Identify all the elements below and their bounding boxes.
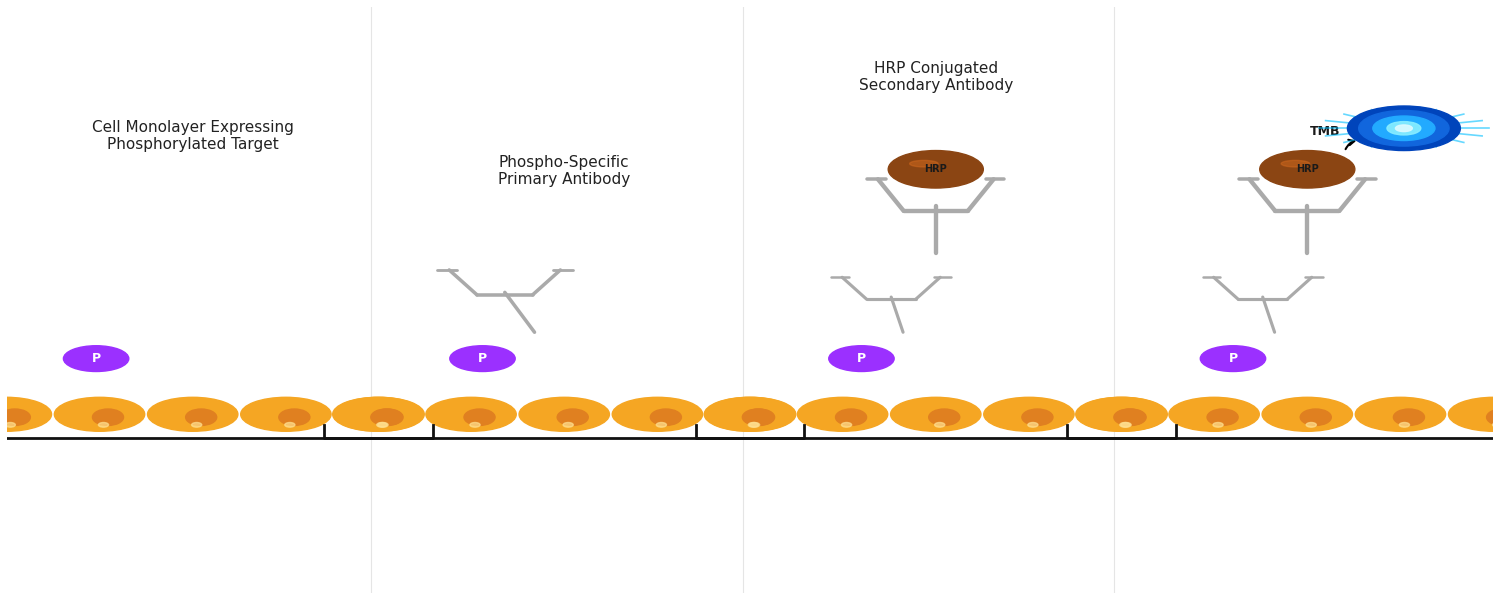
Ellipse shape [1120, 422, 1131, 427]
Ellipse shape [750, 422, 759, 427]
Text: P: P [478, 352, 488, 365]
Ellipse shape [334, 397, 424, 431]
Ellipse shape [1120, 422, 1130, 427]
Ellipse shape [147, 397, 238, 431]
Ellipse shape [704, 397, 795, 431]
Ellipse shape [798, 397, 888, 431]
Text: P: P [1228, 352, 1238, 365]
Ellipse shape [1168, 397, 1260, 431]
Circle shape [1388, 122, 1420, 135]
Circle shape [830, 346, 894, 371]
Ellipse shape [1114, 409, 1146, 425]
Ellipse shape [1114, 409, 1144, 425]
Ellipse shape [372, 409, 404, 425]
Circle shape [450, 346, 514, 371]
Ellipse shape [1214, 422, 1222, 427]
Ellipse shape [0, 397, 51, 431]
Circle shape [1395, 125, 1413, 131]
Ellipse shape [464, 409, 495, 425]
Circle shape [1359, 110, 1449, 146]
Ellipse shape [705, 397, 797, 431]
Circle shape [1260, 151, 1354, 188]
Ellipse shape [192, 422, 201, 427]
Ellipse shape [562, 422, 573, 427]
Ellipse shape [1449, 397, 1500, 431]
Ellipse shape [426, 397, 516, 431]
Ellipse shape [1028, 422, 1038, 427]
Circle shape [1200, 346, 1266, 371]
Text: Phospho-Specific
Primary Antibody: Phospho-Specific Primary Antibody [498, 155, 630, 187]
Ellipse shape [934, 422, 945, 427]
Ellipse shape [4, 422, 15, 427]
Ellipse shape [333, 397, 423, 431]
Ellipse shape [279, 409, 310, 425]
Ellipse shape [984, 397, 1074, 431]
Ellipse shape [1077, 397, 1167, 431]
Ellipse shape [1400, 422, 1410, 427]
Ellipse shape [1208, 409, 1237, 425]
Ellipse shape [742, 409, 774, 425]
Ellipse shape [240, 397, 332, 431]
Text: HRP: HRP [1296, 164, 1318, 174]
Ellipse shape [1492, 422, 1500, 427]
Ellipse shape [1300, 409, 1332, 425]
Ellipse shape [93, 409, 123, 425]
Ellipse shape [836, 409, 867, 425]
Ellipse shape [1281, 160, 1310, 167]
Ellipse shape [612, 397, 702, 431]
Ellipse shape [470, 422, 480, 427]
Ellipse shape [657, 422, 666, 427]
Ellipse shape [651, 409, 681, 425]
Ellipse shape [1356, 397, 1446, 431]
Ellipse shape [748, 422, 759, 427]
Circle shape [888, 151, 984, 188]
Ellipse shape [928, 409, 960, 425]
Circle shape [1372, 116, 1436, 140]
Text: P: P [856, 352, 865, 365]
Ellipse shape [891, 397, 981, 431]
Ellipse shape [1306, 422, 1317, 427]
Text: Cell Monolayer Expressing
Phosphorylated Target: Cell Monolayer Expressing Phosphorylated… [92, 119, 294, 152]
Circle shape [63, 346, 129, 371]
Ellipse shape [519, 397, 609, 431]
Ellipse shape [186, 409, 216, 425]
Ellipse shape [54, 397, 144, 431]
Ellipse shape [376, 422, 387, 427]
Ellipse shape [1076, 397, 1166, 431]
Ellipse shape [1394, 409, 1425, 425]
Ellipse shape [842, 422, 852, 427]
Ellipse shape [370, 409, 402, 425]
Ellipse shape [909, 160, 938, 167]
Ellipse shape [1262, 397, 1353, 431]
Ellipse shape [99, 422, 108, 427]
Circle shape [1347, 106, 1461, 151]
Ellipse shape [556, 409, 588, 425]
Text: P: P [92, 352, 100, 365]
Ellipse shape [0, 409, 30, 425]
Ellipse shape [378, 422, 388, 427]
Ellipse shape [1486, 409, 1500, 425]
Ellipse shape [285, 422, 296, 427]
Text: HRP Conjugated
Secondary Antibody: HRP Conjugated Secondary Antibody [858, 61, 1012, 94]
Ellipse shape [744, 409, 774, 425]
Text: HRP: HRP [924, 164, 946, 174]
Text: TMB: TMB [1310, 125, 1341, 137]
Ellipse shape [1022, 409, 1053, 425]
